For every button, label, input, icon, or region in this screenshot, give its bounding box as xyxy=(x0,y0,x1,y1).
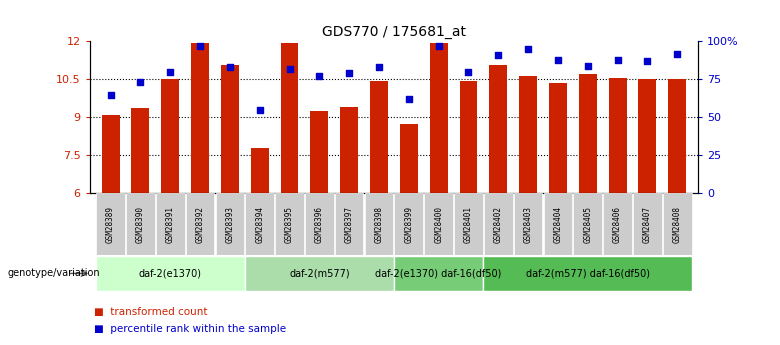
Text: GSM28408: GSM28408 xyxy=(672,206,682,243)
Bar xyxy=(96,256,245,291)
Bar xyxy=(340,107,358,193)
Bar xyxy=(335,193,363,255)
Bar xyxy=(489,66,507,193)
Text: ■  percentile rank within the sample: ■ percentile rank within the sample xyxy=(94,325,285,334)
Bar xyxy=(394,256,484,291)
Bar xyxy=(245,256,394,291)
Bar xyxy=(549,83,567,193)
Bar xyxy=(96,193,125,255)
Bar xyxy=(608,78,626,193)
Point xyxy=(254,107,266,112)
Point xyxy=(551,57,564,62)
Bar xyxy=(484,256,692,291)
Bar xyxy=(305,193,334,255)
Bar xyxy=(221,66,239,193)
Point xyxy=(582,63,594,68)
Text: GSM28399: GSM28399 xyxy=(404,206,413,243)
Bar xyxy=(186,193,214,255)
Point xyxy=(492,52,505,58)
Text: GSM28396: GSM28396 xyxy=(315,206,324,243)
Point xyxy=(193,43,206,49)
Text: GSM28406: GSM28406 xyxy=(613,206,622,243)
Bar xyxy=(191,43,209,193)
Bar xyxy=(156,193,185,255)
Point xyxy=(432,43,445,49)
Point xyxy=(105,92,117,97)
Point xyxy=(671,51,683,56)
Bar xyxy=(246,193,274,255)
Text: daf-2(e1370) daf-16(df50): daf-2(e1370) daf-16(df50) xyxy=(375,268,502,278)
Bar xyxy=(161,79,179,193)
Bar xyxy=(514,193,542,255)
Point xyxy=(283,66,296,71)
Point xyxy=(402,96,415,102)
Text: GSM28398: GSM28398 xyxy=(374,206,384,243)
Point xyxy=(373,65,385,70)
Bar xyxy=(663,193,692,255)
Point xyxy=(343,70,356,76)
Bar xyxy=(310,111,328,193)
Point xyxy=(134,80,147,85)
Bar xyxy=(275,193,304,255)
Bar xyxy=(454,193,483,255)
Bar xyxy=(126,193,154,255)
Bar xyxy=(579,74,597,193)
Bar xyxy=(424,193,453,255)
Text: daf-2(m577) daf-16(df50): daf-2(m577) daf-16(df50) xyxy=(526,268,650,278)
Bar xyxy=(250,148,268,193)
Point xyxy=(612,57,624,62)
Text: daf-2(m577): daf-2(m577) xyxy=(289,268,349,278)
Text: ■  transformed count: ■ transformed count xyxy=(94,307,207,317)
Text: GSM28393: GSM28393 xyxy=(225,206,234,243)
Text: GSM28391: GSM28391 xyxy=(165,206,175,243)
Bar xyxy=(430,43,448,193)
Point xyxy=(463,69,475,75)
Text: GSM28390: GSM28390 xyxy=(136,206,145,243)
Point xyxy=(641,58,654,64)
Text: GSM28407: GSM28407 xyxy=(643,206,652,243)
Bar xyxy=(633,193,661,255)
Text: GSM28405: GSM28405 xyxy=(583,206,592,243)
Point xyxy=(164,69,176,75)
Text: GSM28402: GSM28402 xyxy=(494,206,503,243)
Bar xyxy=(370,81,388,193)
Bar xyxy=(544,193,573,255)
Bar xyxy=(365,193,393,255)
Text: GSM28403: GSM28403 xyxy=(523,206,533,243)
Text: GSM28394: GSM28394 xyxy=(255,206,264,243)
Text: GSM28395: GSM28395 xyxy=(285,206,294,243)
Bar xyxy=(668,79,686,193)
Text: GSM28404: GSM28404 xyxy=(554,206,562,243)
Text: GSM28392: GSM28392 xyxy=(196,206,204,243)
Bar xyxy=(395,193,423,255)
Bar xyxy=(639,79,656,193)
Text: GSM28397: GSM28397 xyxy=(345,206,353,243)
Point xyxy=(313,73,325,79)
Text: GSM28401: GSM28401 xyxy=(464,206,473,243)
Text: daf-2(e1370): daf-2(e1370) xyxy=(139,268,202,278)
Title: GDS770 / 175681_at: GDS770 / 175681_at xyxy=(322,25,466,39)
Text: genotype/variation: genotype/variation xyxy=(8,268,101,278)
Text: GSM28400: GSM28400 xyxy=(434,206,443,243)
Bar xyxy=(484,193,512,255)
Point xyxy=(522,46,534,52)
Bar xyxy=(281,43,299,193)
Bar xyxy=(132,108,149,193)
Text: GSM28389: GSM28389 xyxy=(106,206,115,243)
Bar xyxy=(519,76,537,193)
Bar xyxy=(603,193,632,255)
Bar xyxy=(573,193,602,255)
Point xyxy=(224,65,236,70)
Bar xyxy=(459,81,477,193)
Bar xyxy=(215,193,244,255)
Bar xyxy=(400,124,418,193)
Bar xyxy=(101,115,119,193)
